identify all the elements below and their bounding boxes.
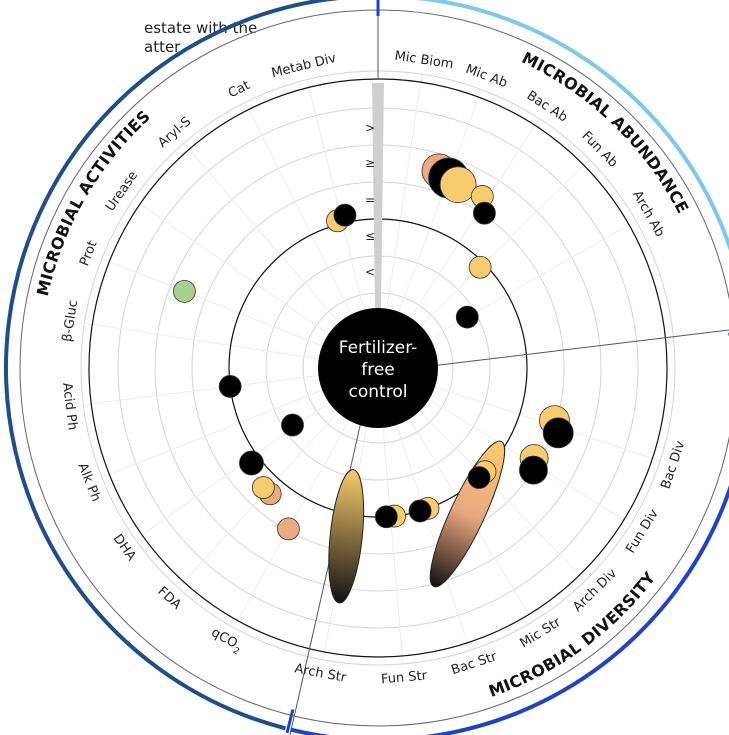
category-label: Alk Ph (74, 461, 103, 504)
category-label: β-Gluc (60, 299, 81, 343)
category-label: Acid Ph (59, 382, 80, 431)
category-label: qCO2 (207, 625, 245, 657)
section-title: MICROBIAL DIVERSITY (486, 568, 659, 701)
data-point (519, 455, 548, 485)
category-label: Arch Str (293, 661, 348, 686)
category-label: Mic Ab (464, 62, 510, 91)
grid-spoke (380, 405, 404, 665)
grid-spoke (133, 198, 348, 347)
grid-spoke (413, 379, 661, 462)
grid-spoke (389, 403, 471, 651)
separator-right (430, 329, 729, 367)
effect-ellipse (328, 469, 365, 604)
data-point (281, 413, 304, 437)
data-point (472, 201, 496, 225)
section-arc (290, 484, 729, 735)
data-point (333, 203, 357, 227)
data-point (239, 450, 264, 476)
intro-line-2: atter (144, 38, 181, 56)
grid-spoke (404, 159, 590, 342)
grid-spoke (306, 79, 370, 332)
data-point (374, 505, 398, 529)
category-label: Bac Ab (524, 88, 570, 125)
category-label: Prot (77, 239, 100, 268)
category-label: Bac Str (450, 649, 500, 678)
reference-symbol: = (365, 193, 375, 207)
grid-spoke (398, 118, 540, 337)
grid-spoke (233, 400, 360, 628)
category-label: Aryl-S (155, 114, 194, 151)
data-point (542, 417, 574, 449)
intro-line-1: estate with the (144, 19, 258, 37)
category-label: Metab Div (270, 51, 338, 81)
category-label: Urease (103, 168, 141, 214)
data-point (251, 476, 275, 499)
data-point (218, 375, 242, 398)
reference-symbol: < (365, 265, 375, 279)
grid-spoke (390, 89, 482, 333)
reference-wedge (372, 83, 384, 308)
data-point (277, 517, 300, 541)
grid-spoke (101, 258, 343, 355)
section-tick (285, 709, 295, 734)
data-point (173, 279, 196, 303)
data-point (408, 499, 432, 523)
reference-symbol: ≤ (365, 229, 375, 243)
reference-symbol: > (365, 121, 375, 135)
data-point (467, 466, 491, 489)
category-label: Mic Str (517, 615, 564, 652)
grid-spoke (383, 74, 423, 331)
section-title: MICROBIAL ACTIVITIES (33, 106, 154, 297)
grid-spoke (183, 142, 354, 340)
category-label: Bac Div (659, 439, 689, 491)
intro-text: estate with the atter (144, 19, 344, 57)
category-label: DHA (110, 532, 139, 564)
separator-bottom (289, 403, 366, 735)
grid-spoke (83, 372, 341, 406)
category-label: Fun Str (380, 668, 428, 687)
data-point (439, 166, 477, 204)
grid-spoke (101, 381, 343, 478)
grid-spoke (84, 322, 341, 363)
data-point (455, 305, 479, 329)
category-label: Arch Ab (629, 188, 667, 239)
data-point (468, 255, 492, 279)
center-label: control (349, 382, 408, 402)
center-label: free (361, 360, 395, 380)
category-label: Fun Div (623, 507, 662, 557)
reference-symbol: ≥ (365, 156, 375, 170)
category-label: Mic Biom (394, 49, 455, 73)
category-label: Cat (226, 78, 253, 101)
center-disk (318, 308, 438, 428)
grid-spoke (410, 220, 637, 350)
grid-spoke (245, 101, 362, 335)
section-arc (415, 0, 729, 252)
center-label: Fertilizer- (339, 338, 418, 358)
section-arc (4, 0, 341, 731)
